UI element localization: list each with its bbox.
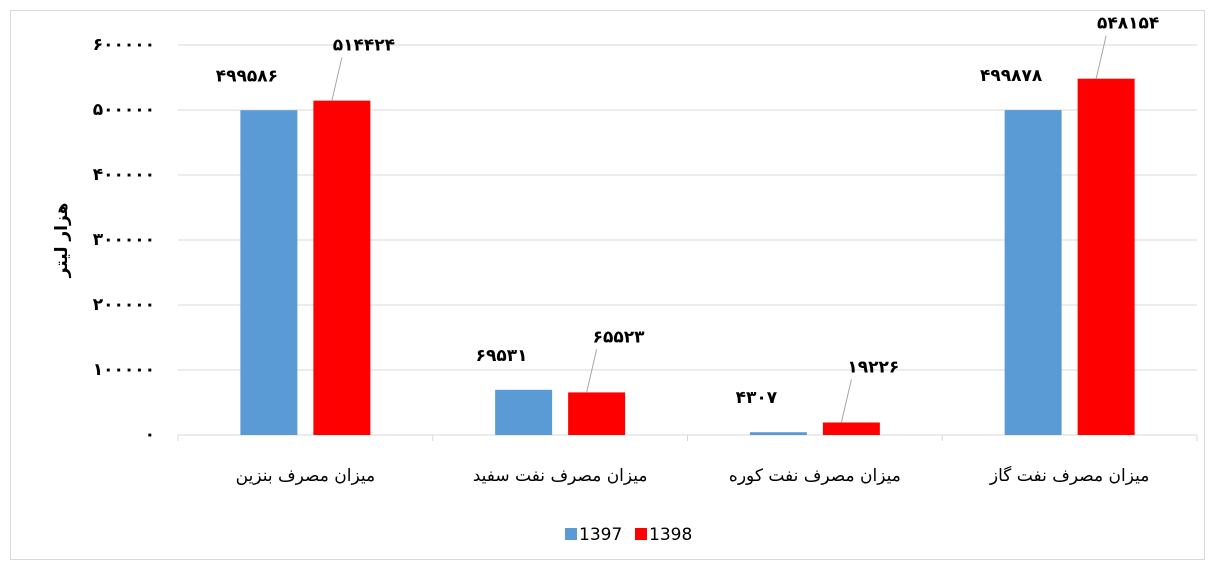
leader-line bbox=[586, 349, 598, 393]
leader-line bbox=[331, 57, 343, 101]
data-label: ۵۴۸۱۵۴ bbox=[1097, 14, 1159, 34]
x-tick-label: میزان مصرف نفت کوره bbox=[729, 466, 901, 486]
y-tick-label: ۰ bbox=[145, 425, 155, 445]
y-tick-label: ۶۰۰۰۰۰ bbox=[93, 35, 155, 55]
y-tick-label: ۴۰۰۰۰۰ bbox=[93, 165, 155, 185]
y-tick-label: ۳۰۰۰۰۰ bbox=[93, 230, 155, 250]
y-tick-label: ۵۰۰۰۰۰ bbox=[93, 100, 155, 120]
bar bbox=[495, 389, 553, 435]
y-axis-title: هزار لیتر bbox=[52, 203, 72, 279]
legend-label: 1397 bbox=[579, 525, 622, 545]
bar bbox=[749, 432, 807, 435]
y-tick-label: ۲۰۰۰۰۰ bbox=[93, 295, 155, 315]
x-tick-label: میزان مصرف نفت سفید bbox=[473, 466, 648, 486]
bar bbox=[822, 422, 880, 435]
leader-line bbox=[1095, 35, 1107, 79]
bar bbox=[1004, 110, 1062, 436]
data-label: ۴۳۰۷ bbox=[736, 388, 778, 408]
data-label: ۱۹۲۲۶ bbox=[847, 358, 899, 378]
data-label: ۶۵۵۲۳ bbox=[593, 327, 646, 347]
legend-label: 1398 bbox=[649, 525, 692, 545]
data-label: ۴۹۹۵۸۶ bbox=[216, 66, 278, 86]
leader-line bbox=[840, 379, 852, 423]
x-tick-label: میزان مصرف نفت گاز bbox=[989, 465, 1149, 486]
bar bbox=[568, 392, 626, 435]
bar bbox=[1077, 78, 1135, 436]
x-tick-label: میزان مصرف بنزین bbox=[236, 466, 375, 486]
data-label: ۶۹۵۳۱ bbox=[476, 346, 528, 366]
bar bbox=[240, 110, 298, 435]
legend-swatch bbox=[565, 528, 577, 540]
data-label: ۵۱۴۴۲۴ bbox=[333, 36, 395, 56]
legend-swatch bbox=[635, 528, 647, 540]
data-label: ۴۹۹۸۷۸ bbox=[980, 66, 1043, 86]
bar bbox=[313, 100, 371, 436]
y-tick-label: ۱۰۰۰۰۰ bbox=[93, 360, 155, 380]
